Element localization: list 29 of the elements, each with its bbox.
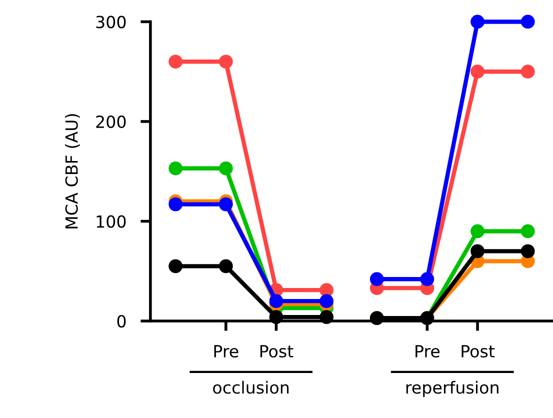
point	[218, 197, 233, 212]
point	[168, 259, 183, 274]
point	[168, 54, 183, 69]
point	[370, 272, 384, 286]
point	[168, 161, 183, 176]
y-tick-label: 0	[117, 314, 126, 328]
point	[470, 244, 484, 258]
x-tick-label: Pre	[214, 345, 238, 358]
y-tick-label: 300	[96, 16, 126, 28]
point	[269, 294, 284, 308]
text: occlusion	[213, 380, 289, 394]
text: reperfusion	[406, 380, 498, 398]
point	[470, 14, 484, 29]
point	[218, 54, 233, 69]
point	[520, 14, 535, 29]
point	[320, 294, 334, 308]
point	[168, 197, 183, 212]
point	[520, 244, 535, 258]
y-axis-title: MCA CBF (AU)	[64, 114, 80, 228]
point	[520, 64, 535, 79]
point	[218, 259, 233, 274]
y-tick-label: 200	[96, 115, 126, 128]
x-tick-label: Pre	[416, 345, 440, 358]
point	[420, 272, 434, 286]
x-tick-label: Post	[462, 345, 495, 358]
x-tick-label: Post	[260, 345, 294, 358]
y-tick-label: 100	[96, 215, 126, 228]
point	[218, 161, 233, 176]
point	[470, 64, 484, 79]
